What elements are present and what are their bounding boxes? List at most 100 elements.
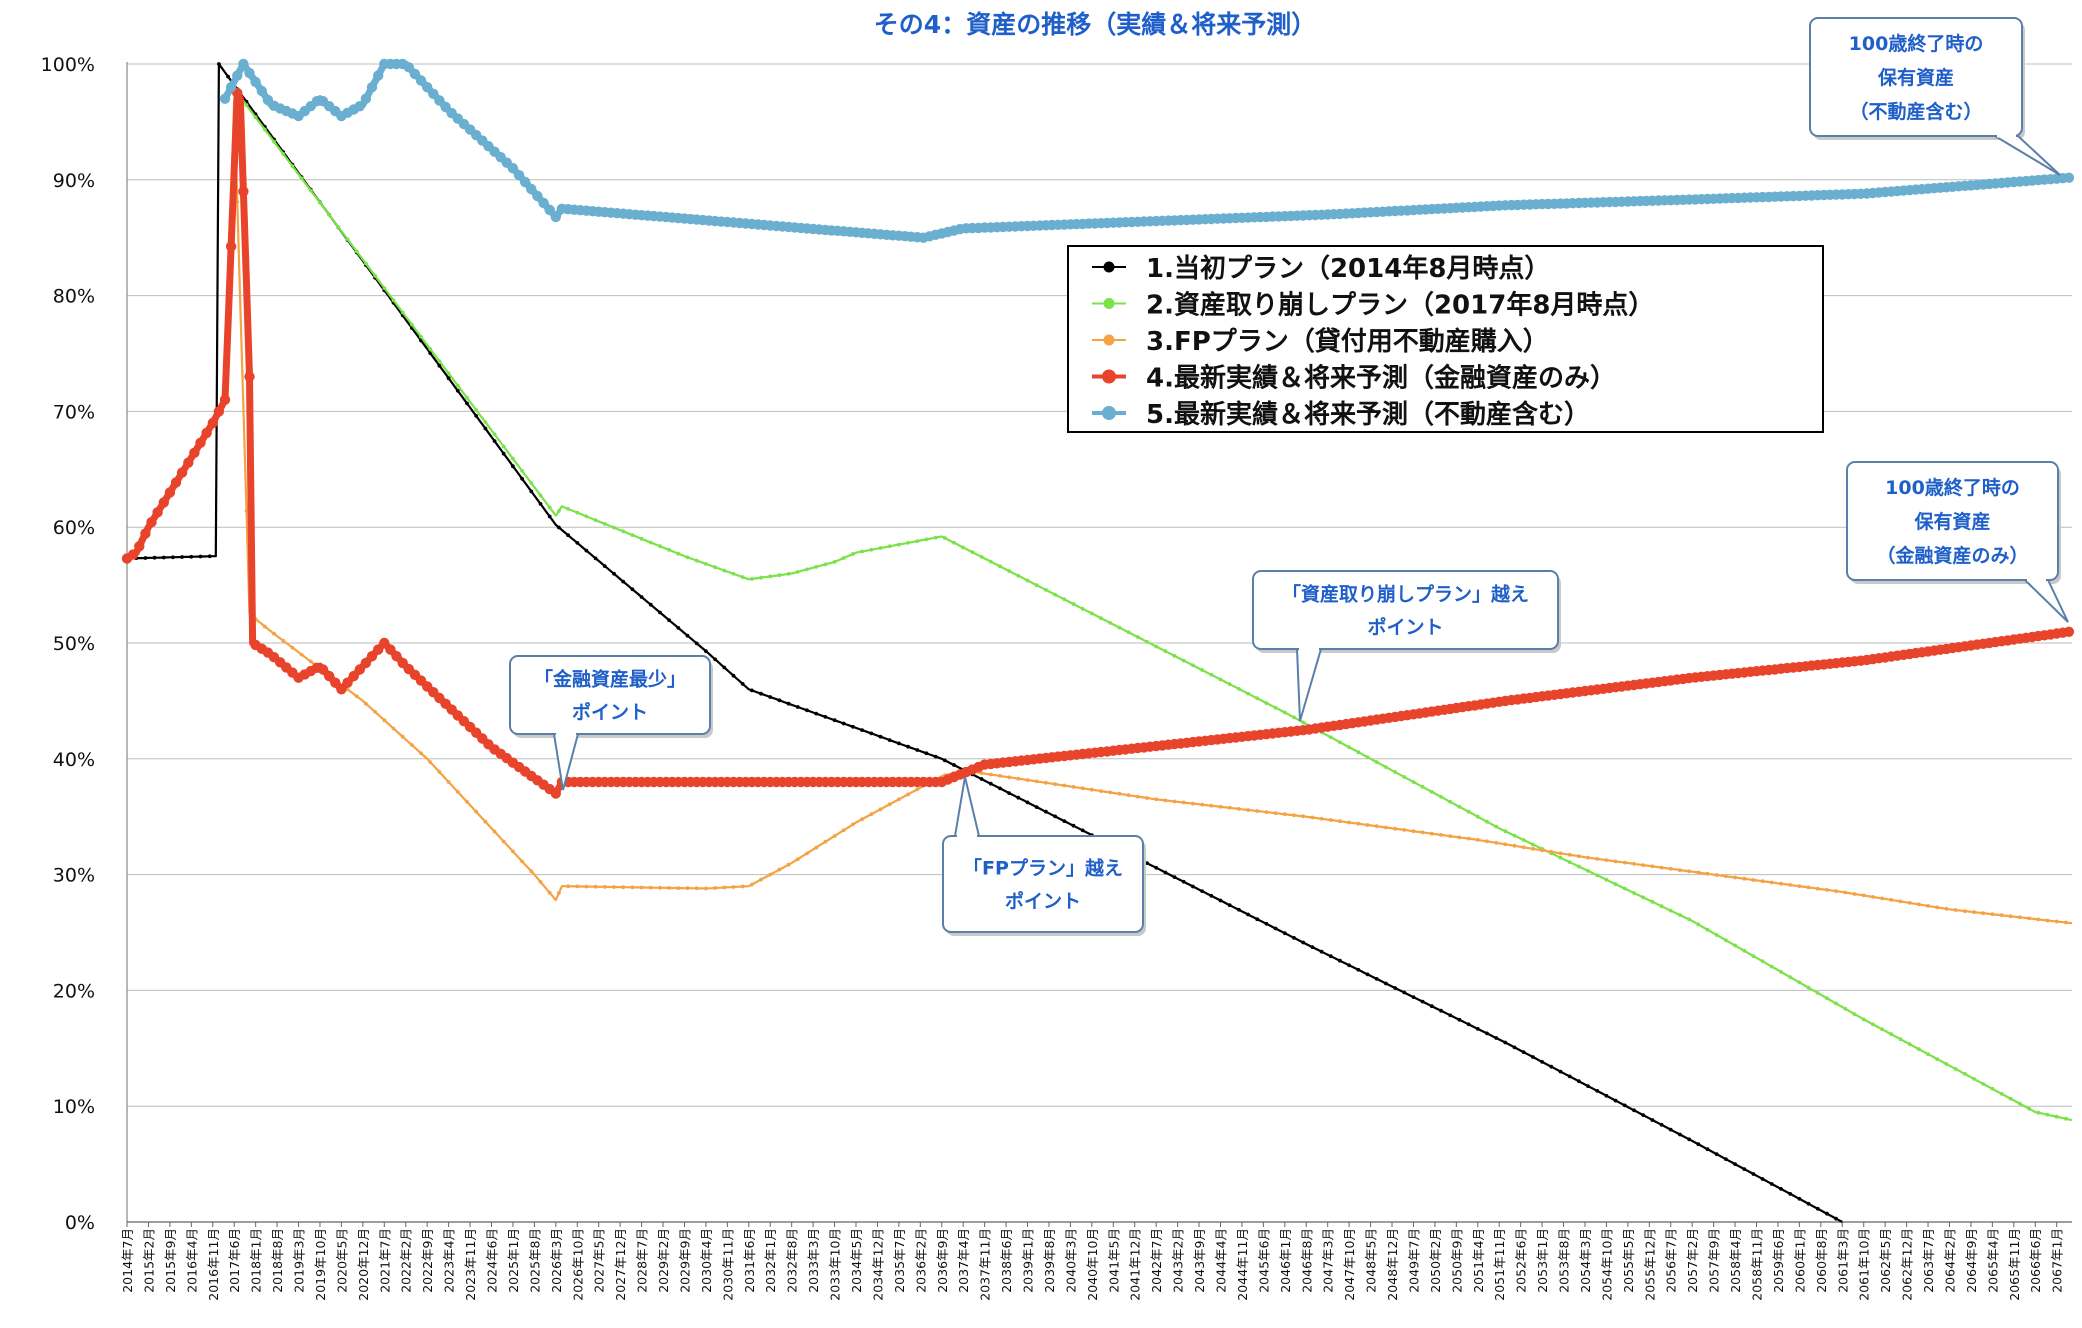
series-point <box>1172 654 1177 658</box>
series-point <box>1429 831 1434 836</box>
series-point <box>1071 785 1076 789</box>
series-point <box>740 575 745 579</box>
series-point <box>1852 1012 1857 1016</box>
series-point <box>180 555 185 559</box>
series-point <box>805 567 809 572</box>
series-point <box>1062 783 1067 788</box>
callout-box <box>1252 570 1559 650</box>
series-point <box>152 507 163 518</box>
series-point <box>1135 794 1140 799</box>
series-point <box>189 554 194 559</box>
series-point <box>511 849 515 854</box>
series-point <box>768 574 773 579</box>
series-point <box>1053 814 1057 819</box>
series-point <box>676 551 681 556</box>
series-point <box>1696 870 1701 875</box>
series-point <box>195 437 206 448</box>
series-point <box>1733 875 1737 880</box>
series-point <box>1053 592 1057 597</box>
series-point <box>1926 904 1930 908</box>
legend-swatch-marker <box>1102 369 1116 384</box>
series-point <box>538 197 549 209</box>
series-point <box>1071 602 1076 606</box>
series-point <box>676 886 681 890</box>
legend-label: 2.資産取り崩しプラン（2017年8月時点） <box>1146 290 1654 321</box>
series-point <box>1861 893 1866 898</box>
series-point <box>1411 995 1416 999</box>
series-point <box>1641 895 1646 900</box>
series-point <box>878 734 883 739</box>
series-point <box>1521 1050 1526 1055</box>
x-tick-label: 2019年3月 <box>292 1228 307 1293</box>
x-tick-label: 2047年3月 <box>1321 1228 1336 1293</box>
x-tick-label: 2054年3月 <box>1578 1228 1593 1293</box>
series-point <box>1788 883 1793 887</box>
series-point <box>1889 1032 1894 1037</box>
series-point <box>648 540 653 545</box>
series-point <box>465 395 469 400</box>
series-point <box>446 371 451 376</box>
series-point <box>244 67 255 79</box>
series-point <box>437 359 442 364</box>
series-point <box>364 701 368 706</box>
x-tick-label: 2022年9月 <box>420 1228 435 1293</box>
series-point <box>354 664 365 675</box>
series-point <box>281 152 286 156</box>
y-tick-label: 90% <box>53 170 95 192</box>
series-point <box>1347 963 1351 968</box>
series-point <box>1558 855 1563 860</box>
series-point <box>360 657 372 669</box>
series-point <box>161 555 166 560</box>
x-tick-label: 2037年4月 <box>956 1228 971 1293</box>
series-point <box>805 708 809 713</box>
callout-text: 「金融資産最少」 <box>534 668 686 691</box>
series-point <box>630 885 635 890</box>
series-point <box>648 885 653 890</box>
legend-box <box>1067 245 1824 433</box>
series-point <box>933 535 938 540</box>
legend-swatch-marker <box>1103 298 1115 309</box>
series-point <box>1843 1006 1848 1011</box>
callout-text: （不動産含む） <box>1849 100 1982 123</box>
series-point <box>1466 809 1471 814</box>
series-point <box>244 371 255 382</box>
series-point <box>1531 1055 1535 1059</box>
series-point <box>1962 1072 1967 1076</box>
series-point <box>557 509 561 513</box>
series-point <box>740 884 745 889</box>
series-point <box>290 645 295 650</box>
series-point <box>557 525 561 530</box>
series-point <box>759 575 763 580</box>
series-point <box>1852 892 1857 896</box>
series-point <box>740 682 745 686</box>
series-point <box>171 555 175 560</box>
series-point <box>1384 981 1388 986</box>
series-point <box>970 550 975 555</box>
series-point <box>685 633 690 638</box>
series-point <box>979 555 984 559</box>
series-point <box>1521 838 1526 842</box>
series-point <box>584 884 589 889</box>
series-point <box>547 505 552 510</box>
series-point <box>1843 890 1848 895</box>
x-tick-label: 2019年10月 <box>313 1228 328 1301</box>
series-point <box>513 170 525 181</box>
series-point <box>915 787 920 792</box>
series-point <box>1080 828 1085 833</box>
series-point <box>354 694 359 699</box>
legend-item: 3.FPプラン（貸付用不動産購入） <box>1092 326 1549 357</box>
series-point <box>1301 814 1306 819</box>
series-point <box>639 595 644 599</box>
series-point <box>1466 1022 1471 1027</box>
series-point <box>1558 1069 1563 1074</box>
callout-box <box>1809 17 2023 137</box>
series-point <box>400 310 405 315</box>
y-tick-label: 10% <box>53 1096 95 1118</box>
series-point <box>134 541 145 552</box>
series-point <box>731 673 736 678</box>
series-point <box>1209 803 1214 808</box>
x-tick-label: 2044年11月 <box>1235 1228 1250 1301</box>
series-point <box>419 751 423 756</box>
series-point <box>998 774 1002 778</box>
